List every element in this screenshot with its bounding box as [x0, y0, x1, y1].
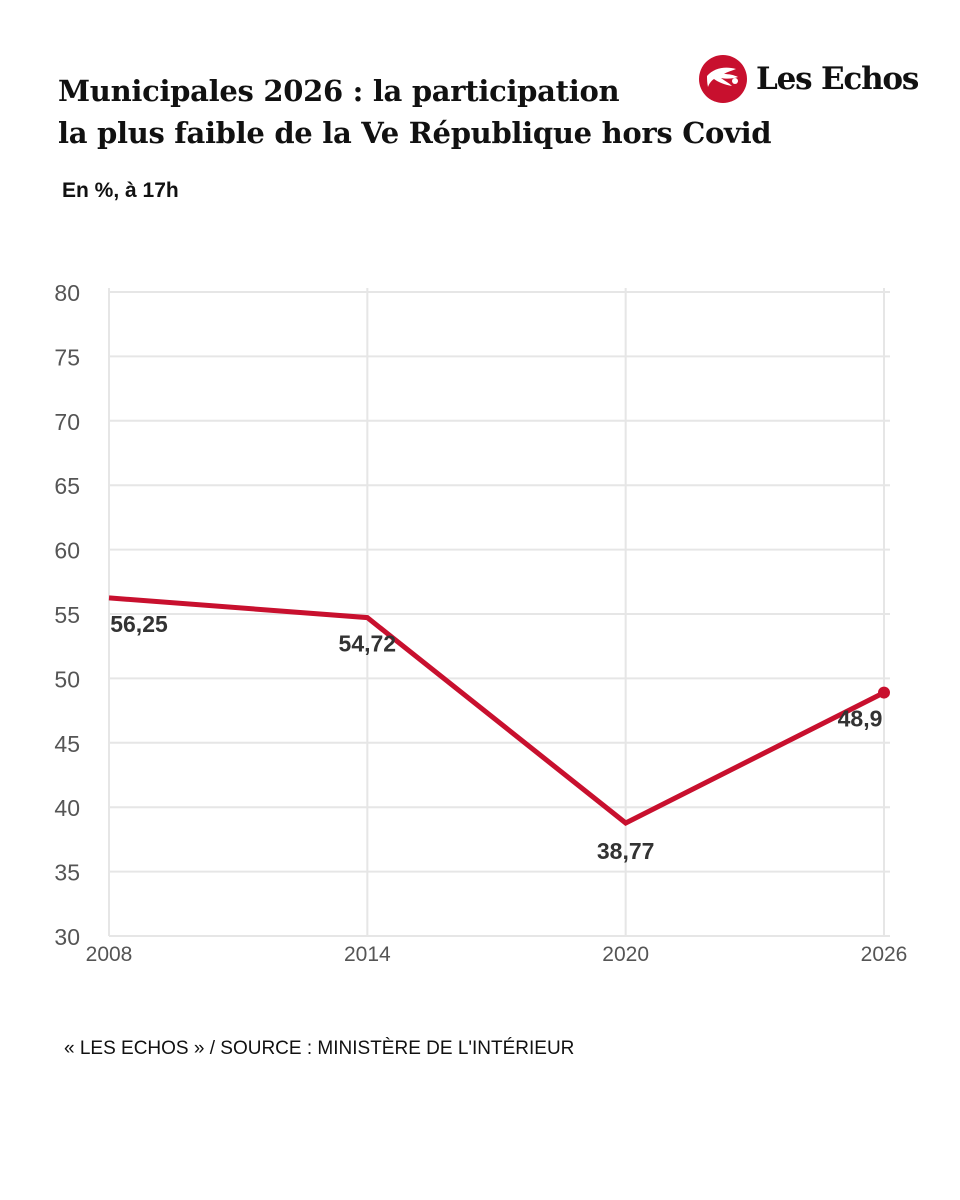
y-tick-label: 70 [54, 409, 80, 435]
x-tick-label: 2008 [86, 943, 133, 966]
y-tick-label: 75 [54, 344, 80, 370]
data-label: 54,72 [339, 631, 397, 657]
x-tick-label: 2020 [602, 943, 649, 966]
x-tick-label: 2014 [344, 943, 391, 966]
y-tick-label: 35 [54, 860, 80, 886]
source-note: « LES ECHOS » / SOURCE : MINISTÈRE DE L'… [64, 1038, 575, 1059]
chart-title-line-2: la plus faible de la Ve République hors … [58, 116, 772, 150]
y-tick-label: 55 [54, 602, 80, 628]
y-tick-label: 65 [54, 473, 80, 499]
chart-subtitle: En %, à 17h [62, 179, 179, 202]
data-label: 56,25 [110, 611, 168, 637]
brand-logo: Les Echos [698, 54, 919, 104]
data-label: 38,77 [597, 838, 655, 864]
y-tick-label: 80 [54, 280, 80, 306]
data-label: 48,9 [838, 706, 883, 732]
y-tick-label: 50 [54, 666, 80, 692]
chart-title: Municipales 2026 : la participation la p… [58, 70, 772, 154]
data-labels: 56,25 54,72 38,77 48,9 [110, 611, 882, 864]
y-tick-label: 30 [54, 924, 80, 950]
series-layer [108, 595, 890, 826]
chart-title-line-1: Municipales 2026 : la participation [58, 74, 620, 108]
y-tick-label: 45 [54, 731, 80, 757]
brand-logo-text: Les Echos [756, 61, 919, 97]
y-tick-label: 60 [54, 538, 80, 564]
y-axis-ticks: 30 35 40 45 50 55 60 65 70 75 80 [54, 280, 80, 950]
x-tick-label: 2026 [861, 943, 908, 966]
end-point-marker [878, 686, 890, 699]
grid-lines [108, 288, 890, 937]
series-line [108, 595, 886, 826]
x-axis-ticks: 2008 2014 2020 2026 [86, 943, 908, 966]
y-tick-label: 40 [54, 795, 80, 821]
les-echos-winged-logo-icon [699, 55, 747, 103]
